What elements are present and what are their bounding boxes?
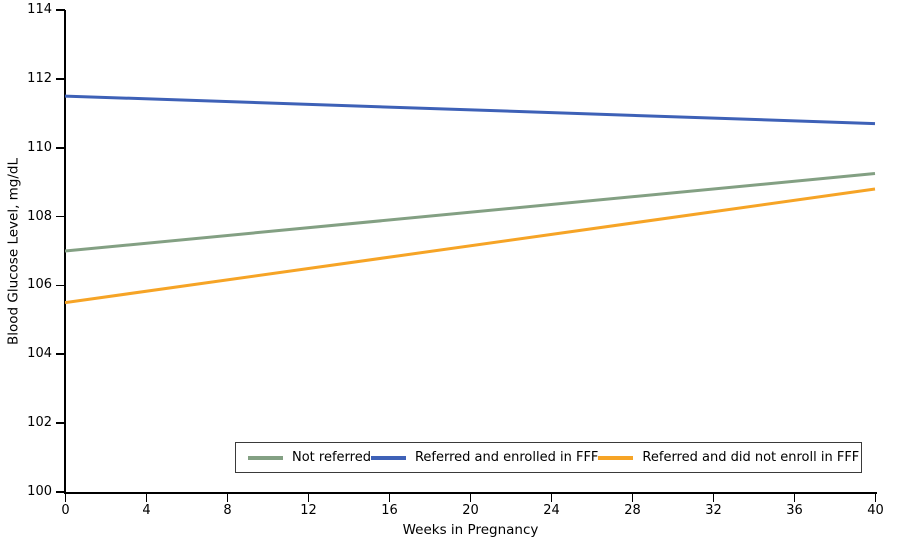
y-tick-label: 114 bbox=[27, 2, 52, 17]
legend-item: Referred and enrolled in FFF bbox=[370, 450, 599, 465]
y-tick-label: 112 bbox=[27, 70, 52, 86]
x-tick-label: 12 bbox=[300, 503, 317, 518]
y-tick-label: 108 bbox=[27, 208, 52, 224]
x-tick-label: 20 bbox=[462, 503, 479, 518]
x-tick bbox=[793, 493, 796, 502]
y-tick bbox=[56, 77, 65, 80]
y-tick bbox=[56, 146, 65, 149]
x-tick bbox=[307, 493, 310, 502]
x-tick bbox=[469, 493, 472, 502]
x-tick-label: 8 bbox=[223, 503, 232, 518]
legend-swatch bbox=[598, 455, 634, 460]
y-axis-line bbox=[64, 10, 66, 494]
x-tick-label: 0 bbox=[61, 503, 70, 518]
legend-item: Referred and did not enroll in FFF bbox=[598, 450, 859, 465]
x-tick bbox=[550, 493, 553, 502]
x-tick bbox=[631, 493, 634, 502]
y-tick bbox=[56, 491, 65, 493]
x-tick bbox=[388, 493, 391, 502]
x-tick-label: 28 bbox=[624, 503, 641, 518]
y-tick-label: 100 bbox=[27, 484, 52, 499]
y-tick bbox=[56, 215, 65, 218]
legend-swatch bbox=[248, 455, 283, 460]
x-tick bbox=[64, 493, 67, 502]
y-tick bbox=[56, 353, 65, 356]
legend-label: Referred and did not enroll in FFF bbox=[642, 450, 860, 465]
x-axis-title: Weeks in Pregnancy bbox=[402, 522, 539, 538]
x-tick-label: 36 bbox=[786, 503, 803, 518]
series-line-referred-and-enrolled-in-fff bbox=[65, 94, 876, 126]
x-tick bbox=[226, 493, 229, 502]
x-tick-label: 24 bbox=[543, 503, 560, 518]
x-tick bbox=[874, 493, 877, 502]
x-tick-label: 4 bbox=[142, 503, 151, 518]
legend: Not referred Referred and enrolled in FFF… bbox=[235, 442, 862, 473]
y-tick bbox=[56, 9, 65, 11]
y-tick-label: 102 bbox=[27, 415, 52, 431]
y-tick-label: 104 bbox=[27, 346, 52, 362]
x-tick bbox=[712, 493, 715, 502]
legend-label: Not referred bbox=[292, 450, 371, 465]
series-line-referred-and-did-not-enroll-in-fff bbox=[65, 187, 876, 305]
x-tick-label: 16 bbox=[381, 503, 398, 518]
x-tick-label: 40 bbox=[867, 503, 884, 518]
legend-swatch bbox=[370, 455, 406, 460]
series-line-not-referred bbox=[65, 172, 876, 253]
y-tick bbox=[56, 422, 65, 425]
plot-area bbox=[65, 94, 876, 305]
x-tick-label: 32 bbox=[705, 503, 722, 518]
legend-label: Referred and enrolled in FFF bbox=[414, 450, 599, 465]
y-tick-label: 110 bbox=[27, 139, 52, 155]
y-tick-label: 106 bbox=[27, 277, 52, 293]
y-tick bbox=[56, 284, 65, 287]
legend-item: Not referred bbox=[248, 450, 371, 465]
x-tick bbox=[145, 493, 148, 502]
